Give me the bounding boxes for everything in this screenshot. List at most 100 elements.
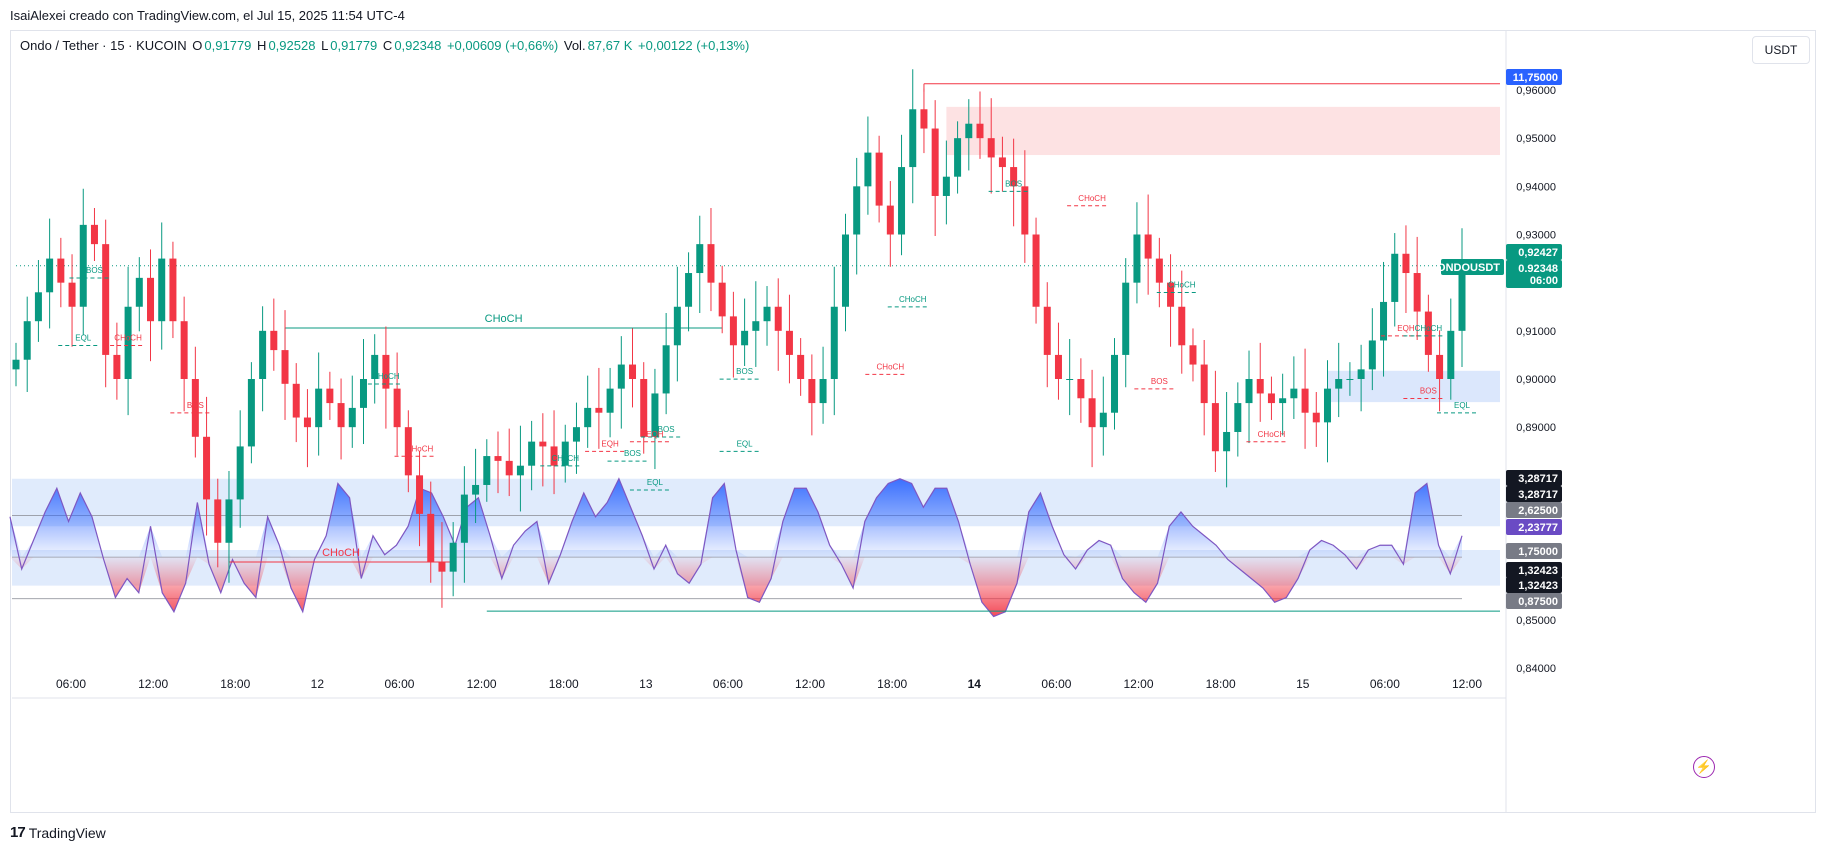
candle-body [147, 277, 155, 322]
price-badge [1506, 486, 1562, 502]
structure-label: CHoCH [1258, 430, 1286, 439]
candle-body [1032, 234, 1040, 307]
candle-body [819, 379, 827, 404]
candle-body [741, 330, 749, 346]
candle-body [292, 383, 300, 418]
candle-body [1301, 388, 1309, 413]
candle-body [191, 379, 199, 437]
structure-label: BOS [624, 449, 641, 458]
candle-body [987, 138, 995, 158]
candle-body [236, 446, 244, 500]
structure-label: CHoCH [1415, 324, 1443, 333]
structure-label: CHoCH [1168, 280, 1196, 289]
supply-zone [946, 106, 1500, 156]
time-tick-label: 18:00 [220, 677, 250, 691]
open-value: 0,91779 [204, 38, 252, 53]
candle-body [1021, 186, 1029, 235]
currency-button[interactable]: USDT [1752, 36, 1810, 64]
candle-body [920, 109, 928, 129]
structure-label: EQH [601, 439, 619, 448]
symbol-name[interactable]: Ondo / Tether · 15 · KUCOIN [20, 38, 187, 53]
time-tick-label: 13 [639, 677, 653, 691]
candle-body [359, 379, 367, 408]
candle-body [595, 407, 603, 413]
candle-body [483, 456, 491, 485]
structure-label: EQL [75, 333, 92, 342]
candle-body [853, 186, 861, 235]
volume-value: 87,67 K [587, 38, 633, 53]
candle-body [68, 282, 76, 307]
candle-body [729, 316, 737, 346]
candle-body [404, 427, 412, 476]
candle-body [774, 306, 782, 331]
candle-body [1402, 253, 1410, 274]
change-value: +0,00609 (+0,66%) [446, 38, 559, 53]
time-tick-label: 06:00 [713, 677, 743, 691]
structure-label: EQH [1397, 324, 1415, 333]
structure-label: EQL [647, 478, 664, 487]
candle-body [158, 258, 166, 322]
price-badge [1506, 577, 1562, 593]
candle-body [785, 330, 793, 355]
candle-body [214, 499, 222, 543]
candle-body [1077, 379, 1085, 399]
price-tick-label: 0,90000 [1516, 374, 1556, 386]
candle-body [1380, 301, 1388, 341]
candle-body [113, 354, 121, 379]
price-badge [1506, 593, 1562, 609]
candle-body [270, 330, 278, 351]
time-tick-label: 14 [968, 677, 982, 691]
low-value: 0,91779 [330, 38, 378, 53]
candle-body [931, 128, 939, 196]
volume-label: Vol. [563, 38, 586, 53]
price-badge-text: 3,28717 [1518, 473, 1558, 485]
price-badge [1506, 244, 1562, 260]
candle-body [584, 407, 592, 428]
chart-frame [10, 30, 1816, 813]
tradingview-logo[interactable]: 17 TradingView [10, 824, 106, 841]
candle-body [427, 513, 435, 563]
candle-body [1335, 379, 1343, 389]
structure-label: CHoCH [877, 362, 905, 371]
low-label: L [321, 38, 329, 53]
candle-body [572, 427, 580, 442]
price-tick-label: 0,96000 [1516, 85, 1556, 97]
candle-body [102, 244, 110, 355]
candle-body [505, 460, 513, 476]
candle-body [90, 224, 98, 245]
candle-body [1357, 369, 1365, 379]
close-label: C [382, 38, 393, 53]
candle-body [763, 306, 771, 322]
chart-credit: IsaiAlexei creado con TradingView.com, e… [10, 8, 405, 23]
candle-body [1436, 354, 1444, 379]
candle-body [135, 277, 143, 307]
candle-body [449, 542, 457, 572]
candle-body [651, 393, 659, 437]
time-tick-label: 12:00 [467, 677, 497, 691]
candle-body [337, 403, 345, 428]
high-label: H [257, 38, 267, 53]
symbol-badge [1441, 259, 1504, 275]
structure-label: EQH [646, 430, 664, 439]
price-badge-text: 1,32423 [1518, 565, 1558, 577]
time-tick-label: 12:00 [1124, 677, 1154, 691]
candle-body [516, 465, 524, 476]
candle-body [438, 562, 446, 572]
structure-label: CHoCH [114, 333, 142, 342]
demand-zone [1327, 370, 1500, 403]
time-tick-label: 18:00 [877, 677, 907, 691]
open-label: O [192, 38, 203, 53]
candle-body [1391, 253, 1399, 302]
candle-body [629, 364, 637, 379]
candle-body [640, 379, 648, 437]
lightning-icon[interactable]: ⚡ [1693, 756, 1715, 778]
candle-body [34, 292, 42, 322]
oscillator-upper-band [12, 478, 1500, 527]
candle-body [617, 364, 625, 389]
structure-label: BOS [736, 367, 753, 376]
candle-body [315, 388, 323, 428]
candle-body [203, 436, 211, 500]
candle-body [1279, 398, 1287, 404]
symbol-badge-text: ONDOUSDT [1437, 262, 1500, 274]
